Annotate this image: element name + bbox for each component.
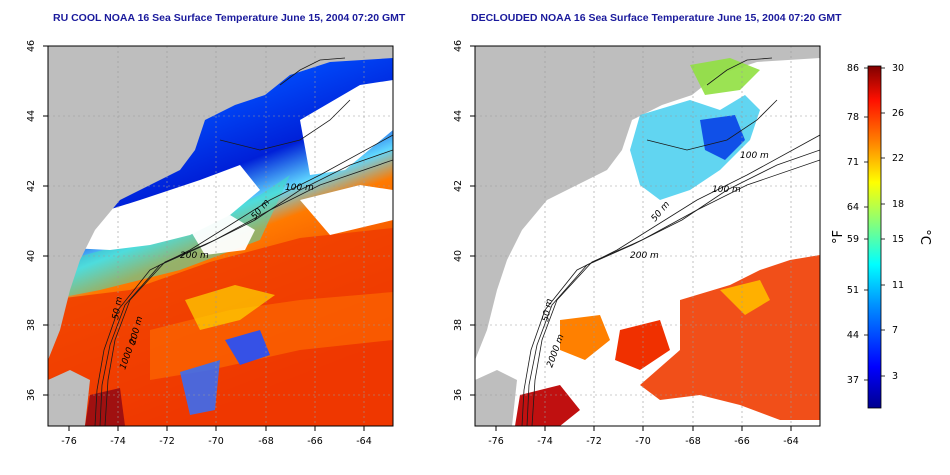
celsius-tick-label: 11: [892, 280, 904, 291]
x-tick-label: -74: [110, 436, 126, 447]
land-mass: [48, 370, 90, 426]
map-frame: [47, 45, 394, 427]
map-frame: [474, 45, 821, 427]
fahrenheit-tick-label: 51: [847, 285, 859, 296]
x-tick-label: -70: [635, 436, 651, 447]
right-map-panel: 100 m 100 m 50 m 200 m 50 m 2000 m -76 -…: [453, 40, 821, 447]
celsius-tick-label: 18: [892, 199, 904, 210]
bathymetry-contours: [94, 57, 393, 426]
cloud-cover: [300, 185, 393, 235]
axis-ticks: [43, 45, 365, 431]
x-tick-label: -70: [208, 436, 224, 447]
x-tick-label: -64: [356, 436, 372, 447]
left-panel-title: RU COOL NOAA 16 Sea Surface Temperature …: [53, 12, 406, 24]
warm-patch: [560, 315, 610, 360]
contour-label: 100 m: [285, 183, 314, 193]
gulf-stream-warm-water: [640, 255, 820, 420]
x-tick-label: -72: [586, 436, 602, 447]
warm-filament: [150, 292, 393, 380]
y-tick-label: 46: [26, 40, 37, 52]
fahrenheit-tick-label: 64: [847, 202, 859, 213]
axis-ticks: [470, 45, 792, 431]
fahrenheit-tick-label: 78: [847, 112, 859, 123]
cloud-cover: [190, 215, 255, 255]
fahrenheit-tick-label: 59: [847, 234, 859, 245]
celsius-tick-label: 7: [892, 325, 898, 336]
x-tick-label: -76: [61, 436, 77, 447]
x-tick-label: -72: [159, 436, 175, 447]
y-tick-label: 40: [453, 250, 464, 262]
warm-eddy: [185, 285, 275, 330]
fahrenheit-tick-label: 37: [847, 375, 859, 386]
cloud-cover: [300, 80, 393, 175]
cold-patch: [700, 115, 745, 160]
cold-patch: [180, 360, 220, 415]
y-tick-label: 38: [453, 319, 464, 331]
y-tick-label: 36: [26, 389, 37, 401]
contour-label: 100 m: [712, 185, 741, 195]
contour-label: 100 m: [740, 151, 769, 161]
x-tick-label: -66: [734, 436, 750, 447]
y-tick-label: 42: [26, 180, 37, 192]
shelf-water: [690, 58, 760, 95]
fahrenheit-tick-label: 44: [847, 330, 859, 341]
graticule: [48, 46, 393, 426]
right-panel-title: DECLOUDED NOAA 16 Sea Surface Temperatur…: [471, 12, 842, 24]
colorbar-gradient: [867, 65, 882, 409]
celsius-unit-label: °C: [917, 229, 932, 245]
celsius-tick-label: 15: [892, 234, 904, 245]
celsius-tick-label: 26: [892, 108, 904, 119]
y-tick-label: 46: [453, 40, 464, 52]
fahrenheit-tick-label: 71: [847, 157, 859, 168]
colorbar-ticks: [864, 67, 885, 381]
contour-label: 50 m: [111, 296, 125, 321]
y-tick-label: 38: [26, 319, 37, 331]
celsius-tick-label: 30: [892, 63, 904, 74]
y-tick-label: 44: [26, 110, 37, 122]
bathymetry-contours: [521, 57, 820, 426]
x-tick-label: -74: [537, 436, 553, 447]
x-tick-label: -64: [783, 436, 799, 447]
graticule: [475, 46, 820, 426]
coastal-warm-water: [85, 388, 125, 426]
land-mass: [475, 46, 820, 360]
land-mass: [475, 370, 517, 426]
cold-patch: [225, 330, 270, 365]
x-tick-label: -68: [685, 436, 701, 447]
land-mass: [48, 46, 393, 360]
y-tick-label: 40: [26, 250, 37, 262]
y-tick-label: 44: [453, 110, 464, 122]
left-map-panel: 200 m 100 m 50 m 50 m 200 m 1000 m -76 -…: [26, 40, 394, 447]
x-tick-label: -68: [258, 436, 274, 447]
celsius-tick-label: 3: [892, 371, 898, 382]
fahrenheit-unit-label: °F: [831, 230, 846, 244]
contour-label: 50 m: [541, 298, 555, 323]
colorbar: 86 78 71 64 59 51 44 37 30 26 22 18 15 1…: [831, 63, 932, 409]
contour-label: 200 m: [630, 251, 659, 261]
y-tick-label: 42: [453, 180, 464, 192]
x-tick-label: -76: [488, 436, 504, 447]
x-tick-label: -66: [307, 436, 323, 447]
fahrenheit-tick-label: 86: [847, 63, 859, 74]
warm-filament: [720, 280, 770, 315]
celsius-tick-label: 22: [892, 153, 904, 164]
y-tick-label: 36: [453, 389, 464, 401]
contour-label: 200 m: [180, 251, 209, 261]
warm-patch: [615, 320, 670, 370]
